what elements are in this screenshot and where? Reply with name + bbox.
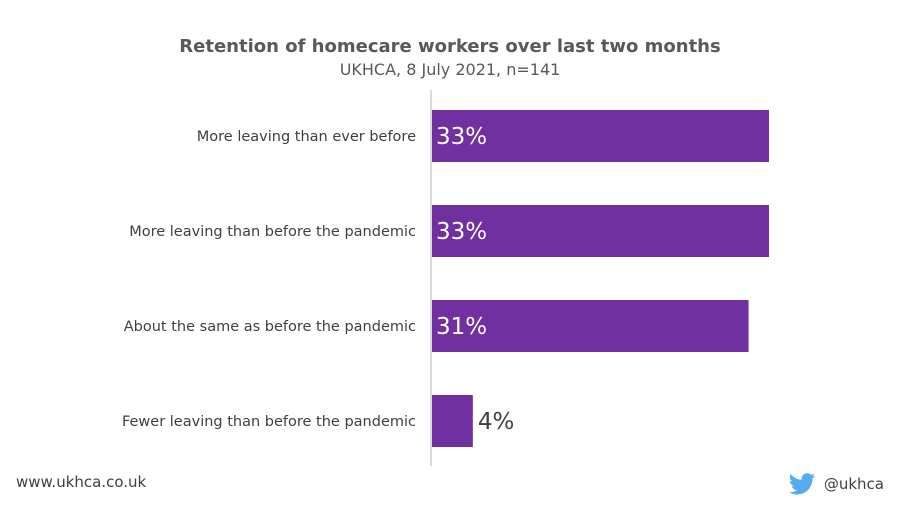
twitter-icon xyxy=(788,473,816,495)
data-label: 33% xyxy=(436,124,487,150)
footer-website[interactable]: www.ukhca.co.uk xyxy=(16,473,147,491)
category-label: More leaving than before the pandemic xyxy=(129,224,416,240)
bar xyxy=(432,110,769,162)
data-label: 4% xyxy=(478,409,515,435)
twitter-handle: @ukhca xyxy=(823,475,884,493)
category-label: About the same as before the pandemic xyxy=(124,319,416,335)
data-label: 31% xyxy=(436,314,487,340)
bar-chart: More leaving than ever before 33% More lea… xyxy=(122,90,769,466)
bar xyxy=(432,205,769,257)
bar xyxy=(432,395,473,447)
bar xyxy=(432,300,749,352)
data-label: 33% xyxy=(436,219,487,245)
bars-group: More leaving than ever before 33% More lea… xyxy=(122,110,769,447)
category-label: Fewer leaving than before the pandemic xyxy=(122,414,416,430)
chart-title: Retention of homecare workers over last … xyxy=(179,36,721,57)
category-label: More leaving than ever before xyxy=(197,129,416,145)
chart-subtitle: UKHCA, 8 July 2021, n=141 xyxy=(339,60,561,79)
footer-social[interactable]: @ukhca xyxy=(788,473,884,495)
